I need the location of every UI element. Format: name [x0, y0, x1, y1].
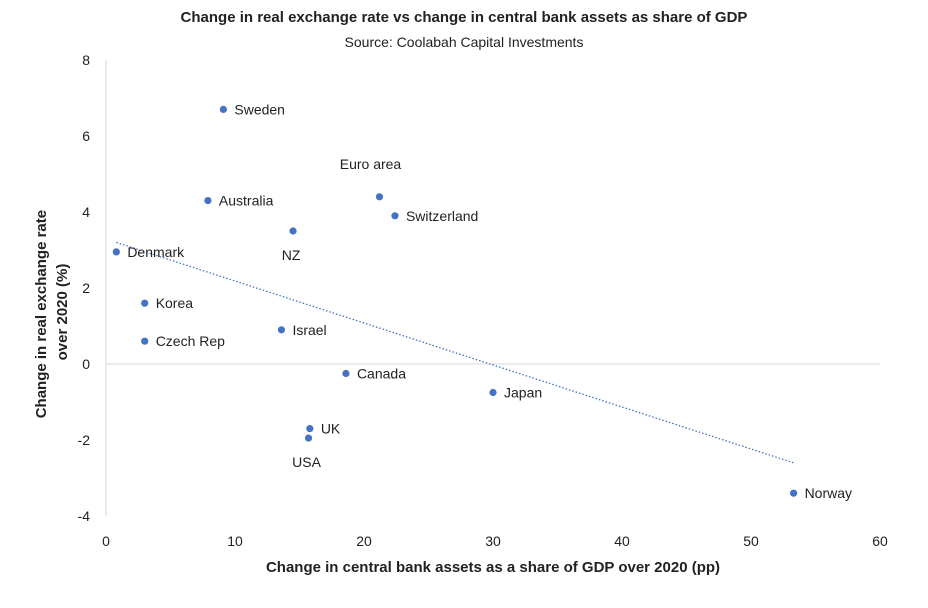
point-israel: [277, 326, 286, 334]
point-label-denmark: Denmark: [127, 244, 185, 260]
point-label-switzerland: Switzerland: [406, 208, 478, 224]
point-denmark: [112, 248, 120, 256]
x-tick-label: 0: [102, 533, 110, 549]
y-tick-label: 2: [82, 280, 90, 296]
chart-subtitle: Source: Coolabah Capital Investments: [344, 34, 584, 50]
x-tick-label: 20: [356, 533, 372, 549]
y-axis-label-line-1: Change in real exchange rate: [33, 210, 50, 418]
point-label-nz: NZ: [282, 247, 301, 263]
point-korea: [141, 299, 149, 307]
x-axis-label: Change in central bank assets as a share…: [266, 559, 720, 576]
y-tick-label: 4: [82, 204, 90, 220]
point-japan: [489, 388, 497, 397]
point-label-korea: Korea: [156, 295, 194, 311]
point-switzerland: [391, 212, 399, 220]
point-label-sweden: Sweden: [234, 101, 285, 117]
point-canada: [342, 369, 350, 378]
y-axis-label-line-2: over 2020 (%): [54, 264, 71, 361]
point-usa: [304, 434, 313, 442]
point-label-czech-rep: Czech Rep: [156, 333, 225, 349]
point-australia: [204, 197, 212, 205]
point-nz: [289, 227, 297, 235]
chart-title: Change in real exchange rate vs change i…: [180, 9, 748, 26]
trendline: [116, 241, 794, 464]
y-tick-label: 6: [82, 128, 90, 144]
point-label-usa: USA: [292, 454, 321, 470]
y-tick-label: -2: [78, 432, 91, 448]
point-uk: [306, 425, 314, 433]
point-label-norway: Norway: [805, 485, 852, 501]
points-layer: Sweden Euro area Australia Switzerland NZ Den…: [112, 101, 852, 501]
point-label-uk: UK: [321, 421, 341, 437]
y-tick-label: 8: [82, 52, 90, 68]
trendline-layer: [116, 241, 794, 464]
x-tick-label: 10: [227, 533, 243, 549]
y-axis-label: Change in real exchange rate over 2020 (…: [33, 206, 71, 419]
x-tick-label: 50: [743, 533, 759, 549]
y-tick-label: 0: [82, 356, 90, 372]
point-label-euro-area: Euro area: [340, 156, 402, 172]
x-tick-label: 60: [872, 533, 888, 549]
x-tick-label: 40: [614, 533, 630, 549]
y-tick-label: -4: [78, 508, 91, 524]
axes: -4 -2 0 2 4 6 8 0 10 20 30 40 50 60: [78, 52, 888, 549]
x-tick-label: 30: [485, 533, 501, 549]
point-euro-area: [375, 193, 384, 201]
point-norway: [789, 489, 798, 497]
point-label-israel: Israel: [292, 322, 326, 338]
point-label-canada: Canada: [357, 366, 406, 382]
point-label-japan: Japan: [504, 385, 542, 401]
point-label-australia: Australia: [219, 193, 274, 209]
point-czech-rep: [141, 337, 149, 345]
point-sweden: [219, 105, 227, 113]
